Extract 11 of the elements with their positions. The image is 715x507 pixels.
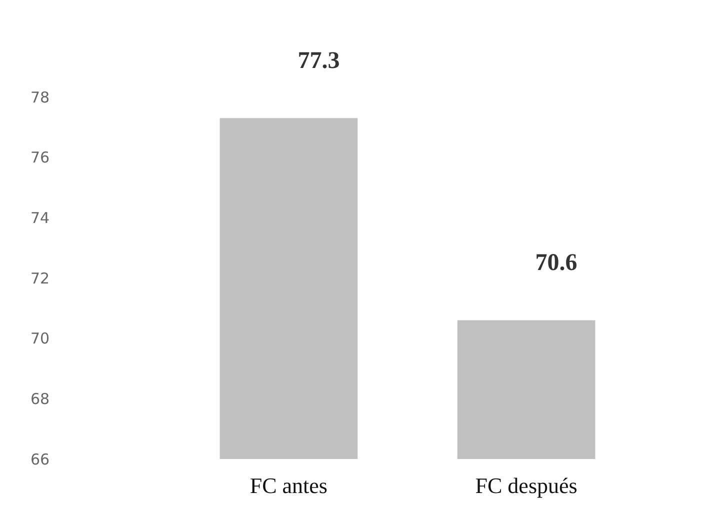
y-tick-label: 78 (30, 88, 50, 106)
y-tick-label: 66 (30, 450, 50, 468)
y-tick-label: 68 (30, 390, 50, 408)
y-tick-label: 72 (30, 269, 50, 288)
y-tick-label: 76 (30, 148, 50, 167)
data-label: 77.3 (298, 48, 340, 74)
y-tick-label: 70 (30, 330, 50, 348)
data-label: 70.6 (535, 250, 578, 276)
y-tick-label: 74 (30, 208, 50, 227)
x-tick-label: FC antes (250, 473, 328, 498)
x-tick-label: FC después (475, 473, 578, 498)
